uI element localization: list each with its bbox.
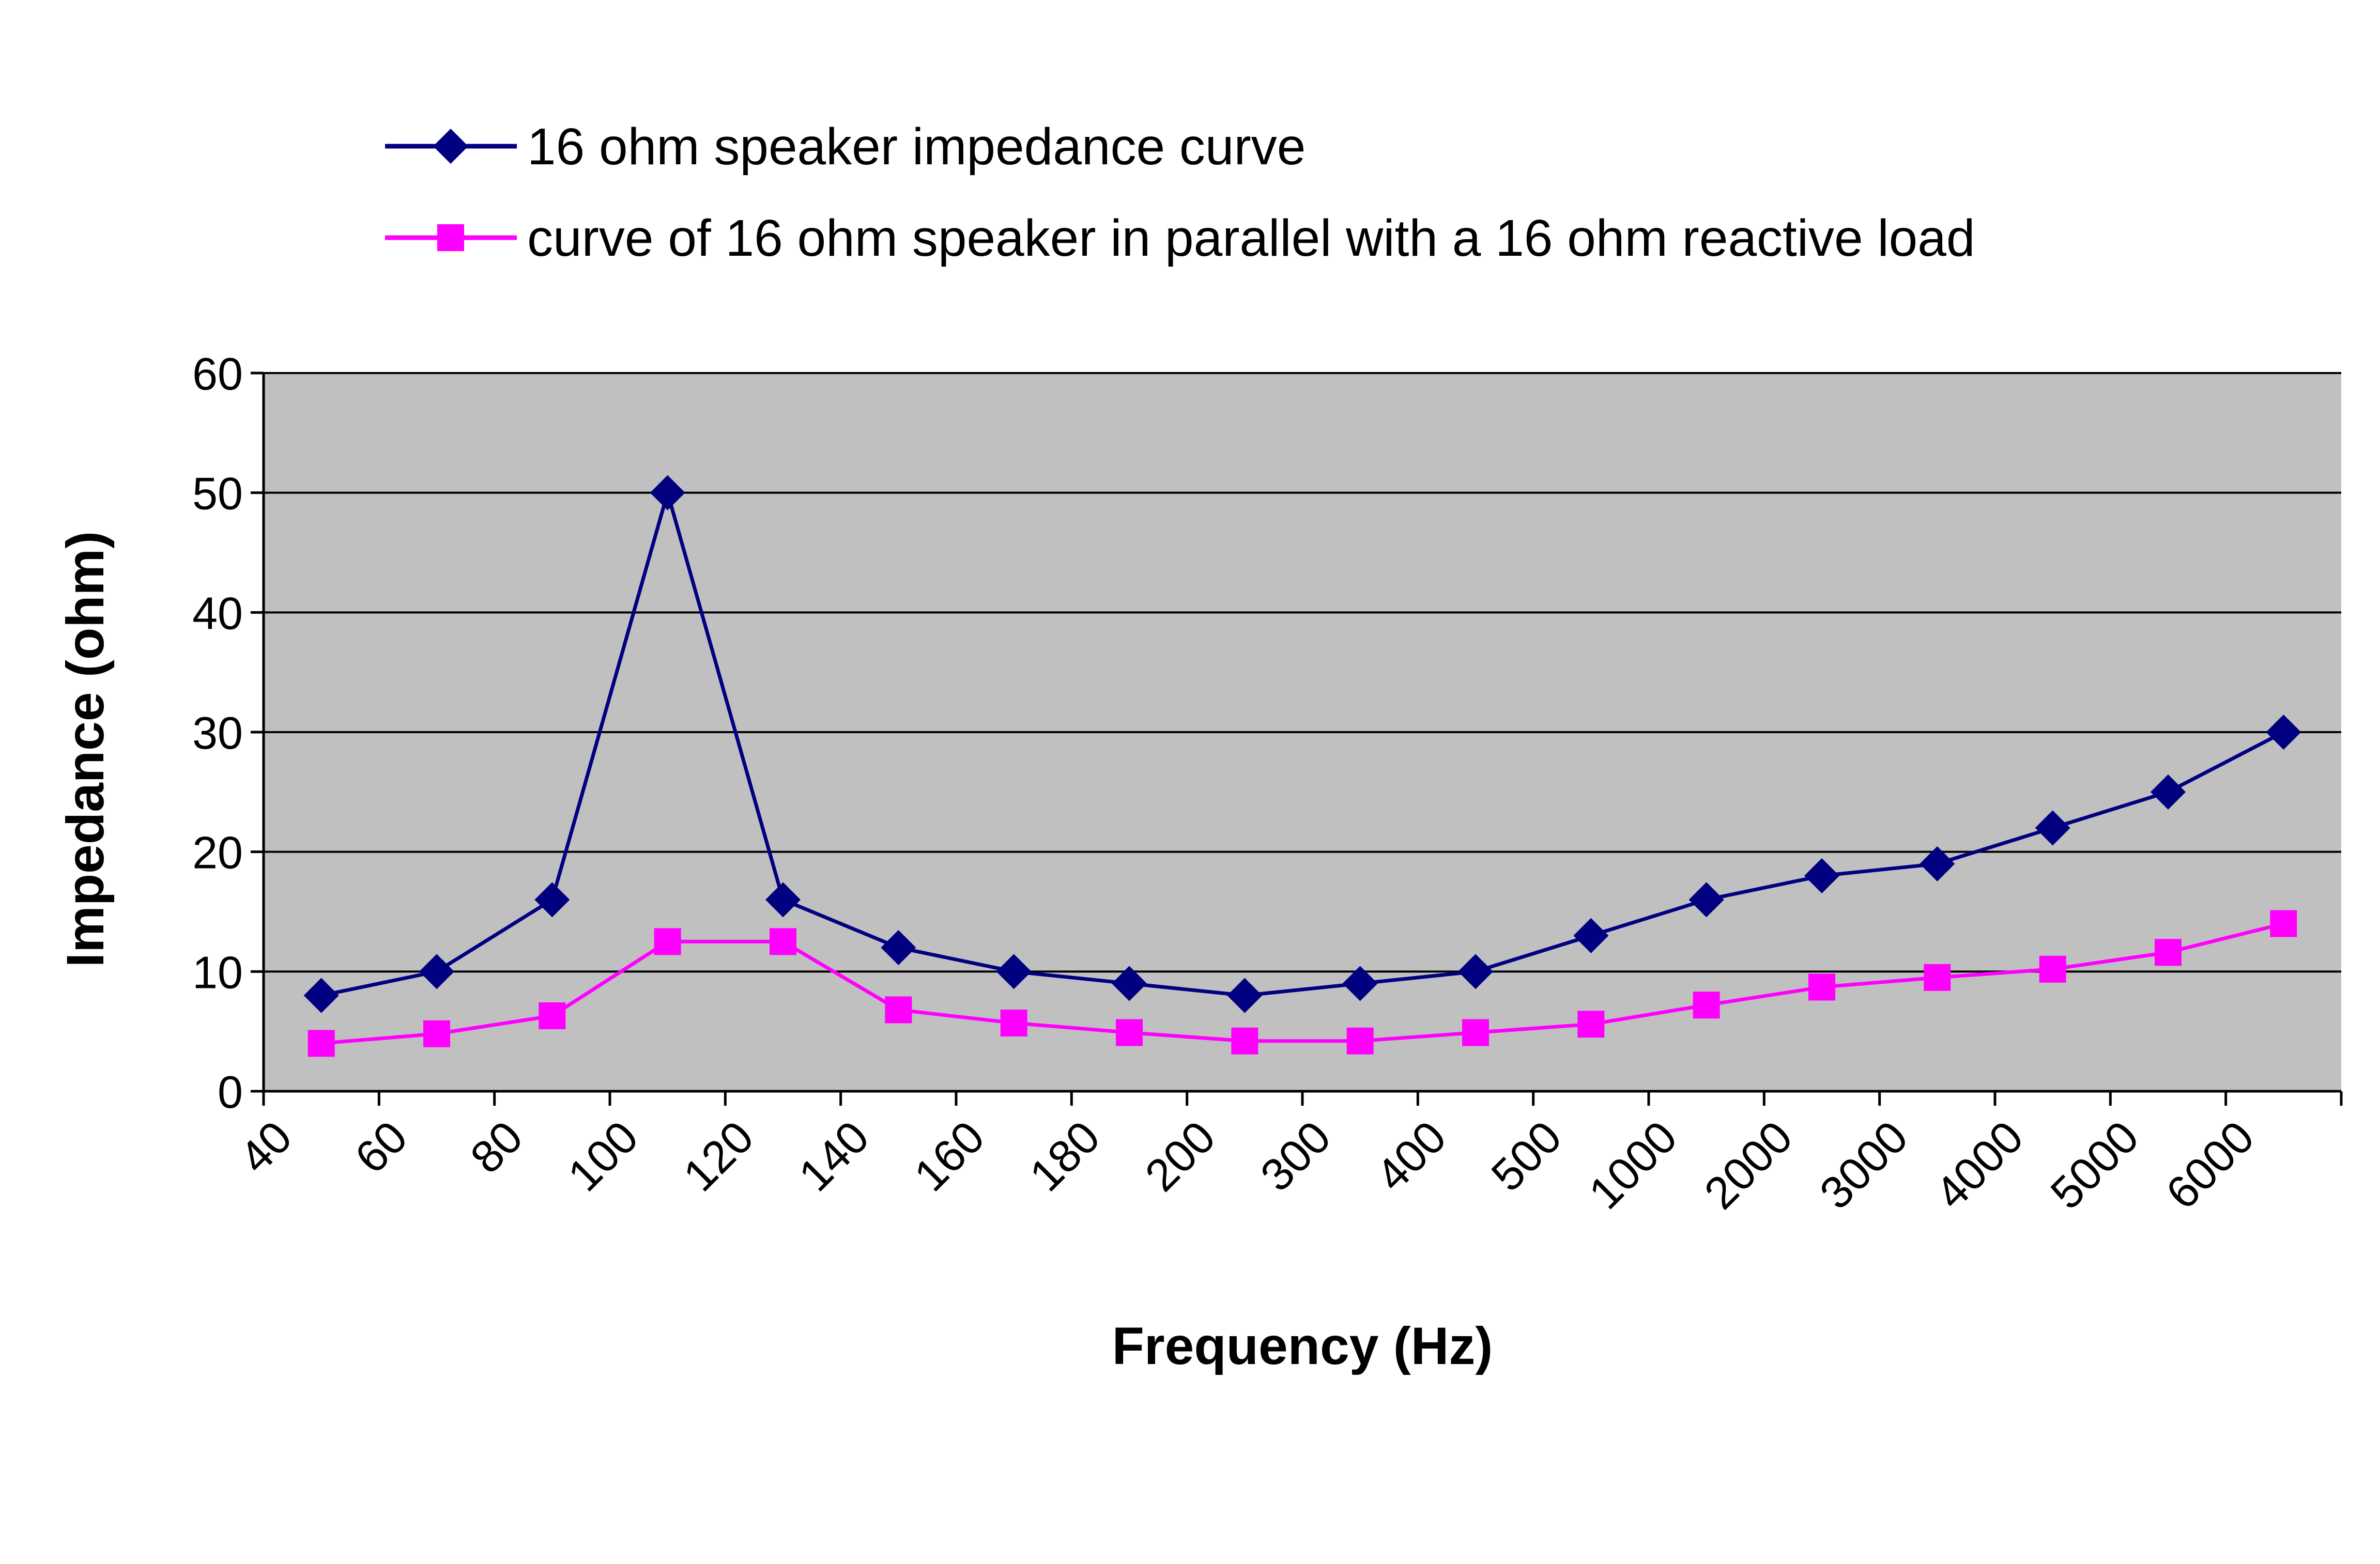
data-point [423, 1020, 450, 1047]
y-tick-label: 0 [218, 1066, 243, 1118]
series-1 [303, 475, 2301, 1013]
data-point [1458, 954, 1493, 989]
legend-entry-series-1: 16 ohm speaker impedance curve [385, 118, 1306, 176]
data-point [765, 882, 801, 918]
data-point [2039, 955, 2066, 983]
data-point [654, 928, 681, 955]
data-point [1688, 882, 1724, 918]
data-point [1346, 1027, 1374, 1055]
y-tick-label: 30 [192, 707, 243, 758]
data-point [308, 1030, 335, 1057]
data-point [534, 882, 570, 918]
data-point [770, 928, 796, 955]
series-layer [303, 475, 2301, 1057]
legend-label-series-1: 16 ohm speaker impedance curve [527, 118, 1306, 176]
data-point [1577, 1011, 1605, 1038]
data-point [1116, 1019, 1143, 1046]
data-point [1804, 858, 1839, 893]
data-point [1112, 966, 1147, 1001]
data-point [2035, 810, 2070, 846]
y-tick-label: 40 [192, 587, 243, 639]
x-axis-title: Frequency (Hz) [1112, 1317, 1493, 1375]
series-1-line [320, 491, 2284, 998]
legend-marker-series-2 [437, 224, 464, 251]
y-axis-title: Impedance (ohm) [56, 531, 115, 967]
data-point [1231, 1027, 1258, 1055]
data-point [1924, 964, 1951, 991]
data-point [419, 954, 454, 989]
series-2-line [321, 922, 2284, 1045]
y-tick-label: 20 [192, 827, 243, 878]
data-point [881, 930, 916, 965]
data-point [650, 475, 685, 510]
legend-marker-series-1 [433, 129, 468, 164]
data-point [1227, 978, 1263, 1013]
data-point [885, 996, 912, 1024]
data-point [1000, 1009, 1027, 1036]
data-point [1462, 1019, 1489, 1046]
y-tick-label: 60 [192, 348, 243, 399]
data-point [2266, 715, 2301, 750]
data-point [1573, 918, 1609, 953]
data-point [2155, 939, 2182, 966]
data-point [1920, 846, 1955, 881]
data-point [1342, 966, 1378, 1001]
data-point [2270, 910, 2297, 937]
y-tick-label: 50 [192, 468, 243, 519]
data-point [303, 978, 339, 1013]
data-point [1808, 973, 1835, 1001]
y-tick-label: 10 [192, 947, 243, 998]
data-point [996, 954, 1032, 989]
legend: 16 ohm speaker impedance curve curve of … [385, 118, 1975, 267]
y-axis-ticks: 0 10 20 30 40 50 60 [192, 348, 264, 1118]
legend-entry-series-2: curve of 16 ohm speaker in parallel with… [385, 209, 1975, 267]
data-point [1693, 992, 1720, 1019]
data-point [2151, 774, 2186, 810]
series-2 [308, 910, 2297, 1057]
data-point [539, 1002, 566, 1030]
legend-label-series-2: curve of 16 ohm speaker in parallel with… [527, 209, 1975, 267]
